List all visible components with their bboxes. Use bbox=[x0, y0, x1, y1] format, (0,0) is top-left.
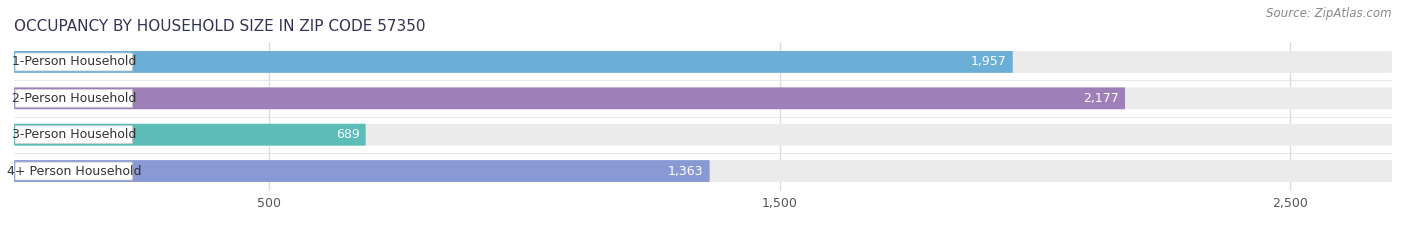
Text: 1,957: 1,957 bbox=[972, 55, 1007, 69]
FancyBboxPatch shape bbox=[14, 160, 1392, 182]
Text: 2-Person Household: 2-Person Household bbox=[11, 92, 136, 105]
Text: 3-Person Household: 3-Person Household bbox=[11, 128, 136, 141]
FancyBboxPatch shape bbox=[14, 124, 1392, 146]
FancyBboxPatch shape bbox=[14, 160, 710, 182]
Text: 1,363: 1,363 bbox=[668, 164, 703, 178]
FancyBboxPatch shape bbox=[14, 87, 1392, 109]
FancyBboxPatch shape bbox=[15, 53, 132, 71]
FancyBboxPatch shape bbox=[14, 124, 366, 146]
FancyBboxPatch shape bbox=[15, 162, 132, 180]
Text: 2,177: 2,177 bbox=[1083, 92, 1119, 105]
Text: Source: ZipAtlas.com: Source: ZipAtlas.com bbox=[1267, 7, 1392, 20]
FancyBboxPatch shape bbox=[15, 89, 132, 107]
Text: 689: 689 bbox=[336, 128, 360, 141]
FancyBboxPatch shape bbox=[15, 126, 132, 144]
FancyBboxPatch shape bbox=[14, 51, 1392, 73]
Text: 1-Person Household: 1-Person Household bbox=[11, 55, 136, 69]
Text: OCCUPANCY BY HOUSEHOLD SIZE IN ZIP CODE 57350: OCCUPANCY BY HOUSEHOLD SIZE IN ZIP CODE … bbox=[14, 19, 426, 34]
Text: 4+ Person Household: 4+ Person Household bbox=[7, 164, 141, 178]
FancyBboxPatch shape bbox=[14, 87, 1125, 109]
FancyBboxPatch shape bbox=[14, 51, 1012, 73]
